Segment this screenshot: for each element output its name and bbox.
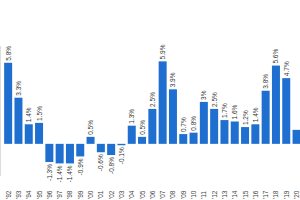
bar bbox=[251, 124, 259, 144]
page: {"chart_data": {"type": "bar", "categori… bbox=[0, 0, 300, 200]
x-tick-label: '92 bbox=[5, 190, 12, 199]
x-tick-label: '14 bbox=[231, 190, 238, 199]
bar bbox=[210, 109, 218, 144]
data-label: -1.4% bbox=[56, 165, 63, 182]
x-tick-label: '11 bbox=[200, 191, 207, 199]
x-tick-label: '07 bbox=[159, 190, 166, 199]
x-tick-label: '16 bbox=[252, 190, 259, 199]
bar bbox=[25, 124, 33, 144]
chart-svg: 5.8%3.3%1.4%1.5%-1.3%-1.4%-1.4%-0.9%0.5%… bbox=[0, 0, 300, 200]
x-tick-label: '15 bbox=[242, 190, 249, 199]
data-label: -0.8% bbox=[108, 157, 115, 174]
y-axis-line bbox=[0, 46, 1, 176]
x-tick-label: '01 bbox=[97, 190, 104, 199]
bar bbox=[179, 134, 187, 144]
data-label: 2.5% bbox=[211, 92, 218, 107]
data-label: 0.7% bbox=[180, 117, 187, 132]
data-label: 3.3% bbox=[15, 81, 22, 96]
x-tick-label: '00 bbox=[87, 190, 94, 199]
bar bbox=[293, 130, 300, 144]
bar bbox=[45, 144, 53, 162]
data-label: 1.6% bbox=[231, 104, 238, 119]
data-label: 3.8% bbox=[262, 74, 269, 89]
data-label: 1.7% bbox=[221, 103, 228, 118]
x-tick-label: '02 bbox=[108, 190, 115, 199]
bar bbox=[4, 63, 12, 144]
bar bbox=[282, 78, 290, 144]
data-label: 4.7% bbox=[283, 61, 290, 76]
data-label: 3% bbox=[200, 90, 207, 100]
x-tick-label: '08 bbox=[169, 190, 176, 199]
x-tick-label: '99 bbox=[77, 190, 84, 199]
x-tick-label: '97 bbox=[56, 190, 63, 199]
data-label: 5.9% bbox=[159, 44, 166, 59]
bar bbox=[159, 61, 167, 143]
data-label: 5.8% bbox=[5, 46, 12, 61]
x-tick-label: '05 bbox=[139, 190, 146, 199]
bars bbox=[4, 61, 300, 163]
bar bbox=[200, 102, 208, 144]
x-tick-label: '06 bbox=[149, 190, 156, 199]
data-label: 0.5% bbox=[139, 120, 146, 135]
data-label: 1.3% bbox=[128, 109, 135, 124]
bar bbox=[148, 109, 156, 144]
x-tick-labels: '92'93'94 '95'96'97'98 '99'00'01 '02'03'04 '… bbox=[5, 190, 300, 199]
x-tick-label: '03 bbox=[118, 190, 125, 199]
data-label: 2.5% bbox=[149, 92, 156, 107]
chart-container: 5.8%3.3%1.4%1.5%-1.3%-1.4%-1.4%-0.9%0.5%… bbox=[0, 0, 300, 200]
data-label: -1.3% bbox=[46, 164, 53, 181]
x-tick-label: '12 bbox=[211, 190, 218, 199]
bar bbox=[56, 144, 64, 164]
bar bbox=[66, 144, 74, 164]
bar bbox=[97, 144, 105, 152]
data-labels: 5.8%3.3%1.4%1.5%-1.3%-1.4%-1.4%-0.9%0.5%… bbox=[5, 44, 290, 182]
bar bbox=[35, 123, 43, 144]
bar bbox=[220, 120, 228, 144]
data-label: -0.6% bbox=[97, 154, 104, 171]
bar bbox=[87, 137, 95, 144]
x-tick-label: '93 bbox=[15, 190, 22, 199]
data-label: 1.2% bbox=[242, 110, 249, 125]
x-tick-label: '18 bbox=[272, 190, 279, 199]
data-label: -0.9% bbox=[77, 158, 84, 175]
bar bbox=[241, 127, 249, 144]
bar bbox=[128, 126, 136, 144]
x-tick-label: '98 bbox=[66, 190, 73, 199]
bar bbox=[14, 98, 22, 144]
x-tick-label: '13 bbox=[221, 190, 228, 199]
data-label: 1.4% bbox=[252, 107, 259, 122]
data-label: 0.8% bbox=[190, 116, 197, 131]
data-label: 3.9% bbox=[169, 72, 176, 87]
x-tick-label: '19 bbox=[283, 190, 290, 199]
data-label: -1.4% bbox=[66, 165, 73, 182]
x-tick-label: '20 bbox=[293, 190, 300, 199]
x-tick-label: '95 bbox=[36, 190, 43, 199]
bar bbox=[169, 89, 177, 144]
data-label: 1.5% bbox=[36, 106, 43, 121]
data-label: 0.5% bbox=[87, 120, 94, 135]
data-label: 5.6% bbox=[272, 49, 279, 64]
x-tick-label: '04 bbox=[128, 190, 135, 199]
bar bbox=[117, 144, 125, 145]
data-label: 1.4% bbox=[25, 107, 32, 122]
x-tick-label: '10 bbox=[190, 190, 197, 199]
x-tick-label: '94 bbox=[25, 190, 32, 199]
x-tick-label: '96 bbox=[46, 190, 53, 199]
bar bbox=[190, 133, 198, 144]
data-label: -0.1% bbox=[118, 147, 125, 164]
bar bbox=[262, 91, 270, 144]
bar bbox=[272, 66, 280, 144]
bar bbox=[107, 144, 115, 155]
bar bbox=[231, 121, 239, 143]
x-tick-label: '17 bbox=[262, 190, 269, 199]
bar bbox=[138, 137, 146, 144]
x-tick-label: '09 bbox=[180, 190, 187, 199]
bar bbox=[76, 144, 84, 157]
